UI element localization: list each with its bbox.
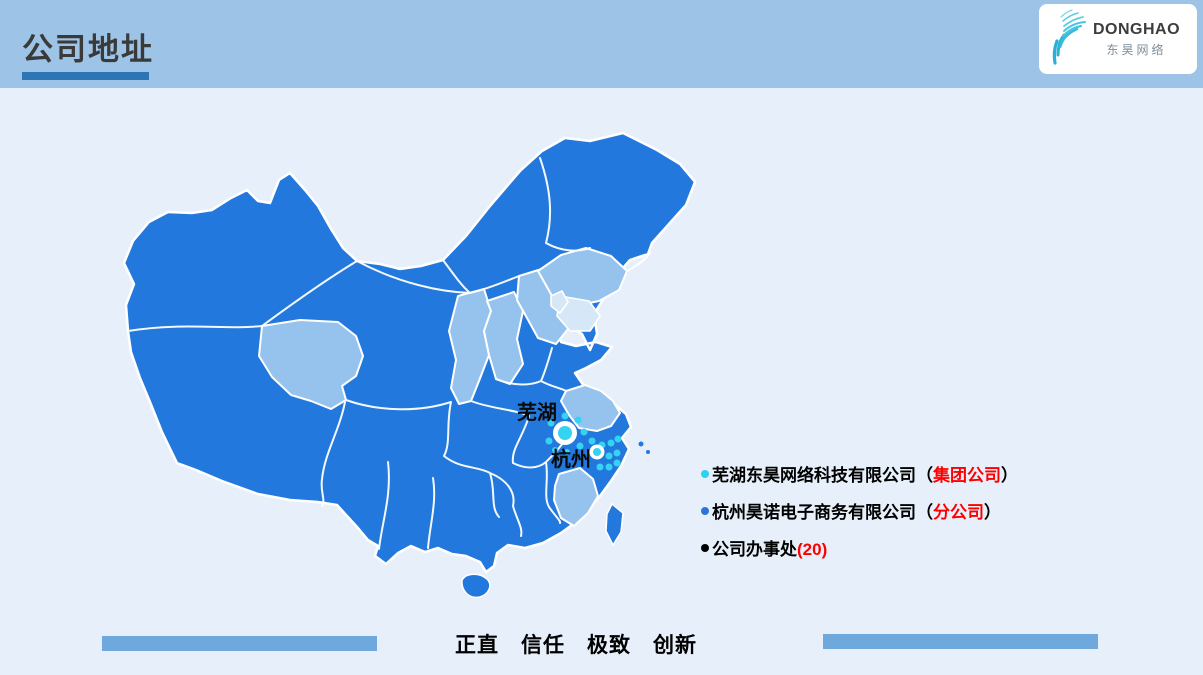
title-underline (22, 72, 149, 80)
title-block: 公司地址 (22, 24, 154, 80)
taiwan-island (605, 502, 624, 547)
legend-highlight: 分公司 (933, 503, 984, 522)
mainland-path (122, 131, 697, 574)
logo-subtitle: 东昊网络 (1106, 42, 1167, 57)
hangzhou-label: 杭州 (551, 447, 591, 471)
province-borders (127, 157, 651, 550)
legend-highlight: 集团公司 (933, 466, 1001, 485)
legend-dot-black (701, 543, 709, 552)
province-highlight-fujian (553, 467, 599, 527)
motto-text: 正直 信任 极致 创新 (455, 634, 697, 657)
logo-card: DONGHAO 东昊网络 (1039, 4, 1197, 74)
legend-label: 杭州昊诺电子商务有限公司（分公司） (712, 503, 1001, 522)
header-bar: 公司地址 DONGHAO 东昊网络 (0, 0, 1203, 88)
legend-highlight: (20) (797, 540, 828, 559)
page-title: 公司地址 (22, 32, 154, 67)
zhoushan-islands (638, 441, 650, 454)
office-dots (545, 412, 622, 471)
footer-bar-left (102, 636, 377, 651)
hainan-island (461, 573, 491, 599)
legend: 芜湖东昊网络科技有限公司（集团公司） 杭州昊诺电子商务有限公司（分公司） 公司办… (701, 462, 1018, 573)
logo-feather-icon (1052, 9, 1086, 65)
legend-item-branch-company: 杭州昊诺电子商务有限公司（分公司） (701, 499, 1018, 522)
legend-label: 芜湖东昊网络科技有限公司（集团公司） (712, 466, 1018, 485)
legend-item-offices: 公司办事处(20) (701, 536, 1018, 559)
wuhu-marker (553, 421, 577, 445)
legend-dot-blue (701, 506, 709, 515)
logo-text: DONGHAO 东昊网络 (1093, 21, 1180, 58)
wuhu-label: 芜湖 (517, 400, 557, 424)
logo-name: DONGHAO (1093, 20, 1181, 38)
legend-dot-cyan (701, 469, 709, 478)
province-pale-beijing (550, 290, 569, 314)
legend-item-group-company: 芜湖东昊网络科技有限公司（集团公司） (701, 462, 1018, 485)
hangzhou-marker (589, 444, 605, 460)
province-highlight-qinghai (258, 319, 364, 410)
legend-label: 公司办事处(20) (712, 540, 828, 559)
footer-bar-right (823, 634, 1098, 649)
province-pale-liaoning (556, 295, 601, 332)
